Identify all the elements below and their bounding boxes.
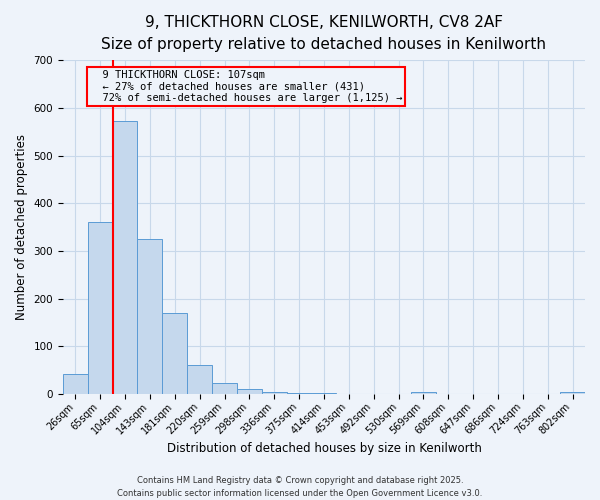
Bar <box>187 366 212 394</box>
Y-axis label: Number of detached properties: Number of detached properties <box>15 134 28 320</box>
Bar <box>88 222 113 394</box>
Bar <box>63 374 88 394</box>
Bar <box>287 393 311 394</box>
Bar <box>411 392 436 394</box>
Bar <box>163 313 187 394</box>
Bar <box>137 239 163 394</box>
Title: 9, THICKTHORN CLOSE, KENILWORTH, CV8 2AF
Size of property relative to detached h: 9, THICKTHORN CLOSE, KENILWORTH, CV8 2AF… <box>101 15 547 52</box>
Bar <box>560 392 585 394</box>
Bar <box>113 121 137 394</box>
Bar <box>212 383 237 394</box>
Text: 9 THICKTHORN CLOSE: 107sqm
  ← 27% of detached houses are smaller (431)
  72% of: 9 THICKTHORN CLOSE: 107sqm ← 27% of deta… <box>90 70 402 103</box>
Bar <box>237 389 262 394</box>
Bar <box>262 392 287 394</box>
Text: Contains HM Land Registry data © Crown copyright and database right 2025.
Contai: Contains HM Land Registry data © Crown c… <box>118 476 482 498</box>
X-axis label: Distribution of detached houses by size in Kenilworth: Distribution of detached houses by size … <box>167 442 481 455</box>
